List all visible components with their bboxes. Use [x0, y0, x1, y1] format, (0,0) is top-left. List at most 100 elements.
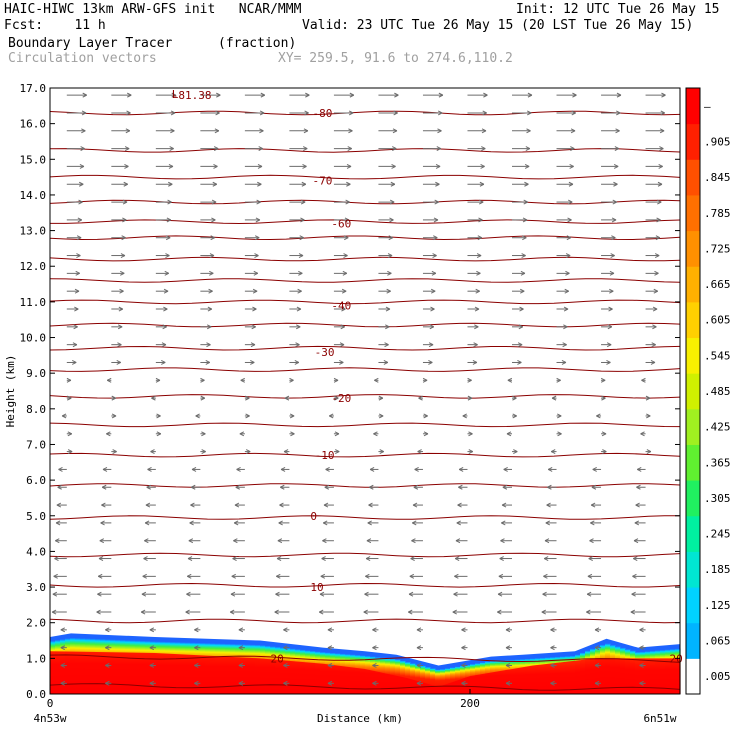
wind-vector: [232, 556, 245, 561]
wind-vector: [276, 573, 290, 579]
wind-vector: [111, 324, 123, 330]
wind-vector: [155, 253, 170, 258]
wind-vector: [461, 645, 468, 651]
wind-vector: [378, 217, 394, 223]
wind-vector: [467, 342, 478, 348]
wind-vector: [455, 538, 468, 544]
wind-vector: [111, 413, 117, 419]
colorbar-swatch: [686, 123, 700, 160]
wind-vector: [378, 306, 391, 312]
wind-vector: [547, 484, 557, 490]
wind-vector: [372, 645, 379, 651]
wind-vector: [512, 413, 517, 419]
wind-vector: [66, 342, 78, 348]
contour-line: [49, 235, 681, 241]
wind-vector: [233, 520, 245, 526]
wind-vector: [111, 306, 124, 312]
wind-vector: [66, 181, 84, 187]
wind-vector: [200, 92, 221, 98]
wind-vector: [289, 324, 301, 330]
wind-vector: [111, 288, 124, 294]
wind-vector: [111, 163, 129, 169]
wind-vector: [457, 502, 468, 508]
wind-vector: [467, 449, 474, 455]
wind-vector: [503, 466, 512, 472]
wind-vector: [187, 556, 201, 561]
wind-vector: [105, 680, 112, 686]
wind-vector: [244, 395, 250, 401]
wind-vector: [236, 466, 245, 472]
wind-vector: [590, 502, 602, 508]
colorbar-swatch: [686, 658, 700, 695]
colorbar-swatch: [686, 515, 700, 552]
wind-vector: [601, 431, 607, 437]
wind-vector: [645, 413, 651, 419]
tracer-column: [410, 663, 416, 694]
wind-vector: [200, 449, 206, 455]
wind-vector: [200, 253, 215, 258]
y-tick-label: 5.0: [26, 510, 46, 523]
wind-vector: [467, 270, 481, 276]
contour-label: -30: [315, 346, 335, 359]
wind-vector: [467, 377, 472, 383]
colorbar-label: .725: [704, 242, 731, 255]
colorbar-swatch: [686, 622, 700, 659]
contour-line: [49, 422, 681, 428]
tracer-column: [450, 667, 456, 694]
wind-vector: [556, 110, 576, 116]
wind-vector: [244, 199, 261, 205]
wind-vector: [601, 253, 615, 258]
wind-vector: [632, 573, 646, 579]
wind-vector: [637, 466, 646, 472]
colorbar-label: .365: [704, 456, 731, 469]
wind-vector: [422, 92, 444, 98]
wind-vector: [333, 324, 345, 330]
wind-vector: [333, 128, 353, 134]
colorbar-swatch: [686, 88, 700, 125]
wind-vector: [507, 377, 513, 383]
wind-vector: [467, 181, 485, 187]
wind-vector: [512, 342, 523, 348]
wind-vector: [244, 181, 262, 187]
wind-vector: [289, 288, 302, 294]
wind-vector: [601, 324, 613, 330]
colorbar-swatch: [686, 373, 700, 410]
wind-vector: [556, 431, 562, 437]
x-tick-label: 200: [460, 697, 480, 710]
wind-vector: [321, 556, 334, 561]
contour-line: [49, 483, 681, 488]
wind-vector: [155, 217, 172, 223]
wind-vector: [244, 163, 263, 169]
wind-vector: [333, 342, 345, 348]
wind-vector: [512, 324, 524, 330]
wind-vector: [456, 520, 468, 526]
wind-vector: [422, 342, 434, 348]
wind-vector: [244, 306, 257, 312]
wind-vector: [467, 92, 488, 98]
wind-vector: [454, 573, 468, 579]
wind-vector: [149, 627, 156, 633]
wind-vector: [327, 680, 334, 686]
wind-vector: [467, 110, 487, 116]
wind-vector: [467, 235, 483, 241]
wind-vector: [200, 324, 212, 330]
wind-vector: [645, 146, 664, 152]
wind-vector: [328, 413, 334, 419]
wind-vector: [150, 449, 156, 455]
tracer-max-core: [50, 651, 680, 694]
wind-vector: [422, 413, 428, 419]
field-title: Boundary Layer Tracer: [8, 36, 173, 51]
wind-vector: [645, 360, 656, 365]
wind-vector: [105, 645, 112, 651]
wind-vector: [66, 449, 73, 455]
wind-vector: [416, 680, 423, 686]
wind-vector: [333, 235, 349, 241]
wind-vector: [367, 520, 379, 526]
wind-vector: [200, 306, 213, 312]
wind-vector: [60, 680, 67, 686]
wind-vector: [244, 288, 258, 294]
y-axis-label: Height (km): [4, 355, 17, 428]
wind-vector: [244, 324, 256, 330]
wind-vector: [244, 110, 265, 116]
